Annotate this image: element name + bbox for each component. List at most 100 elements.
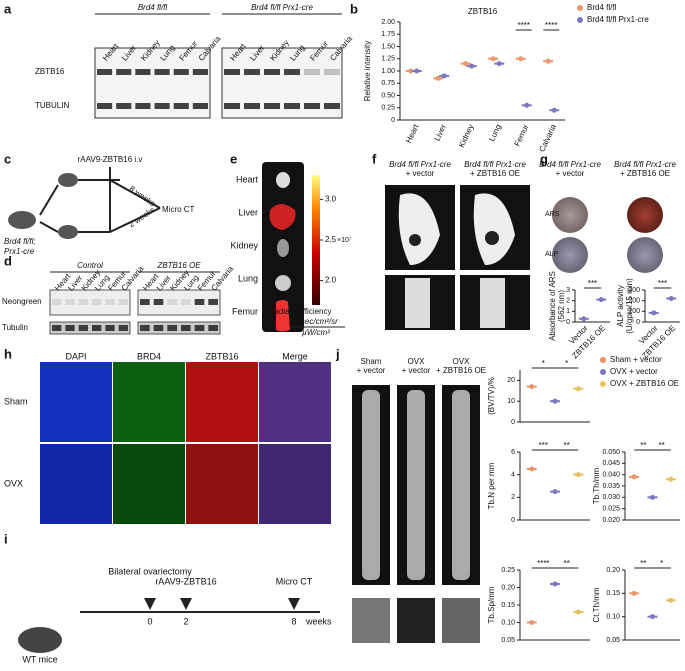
label: 2 (183, 616, 188, 626)
y-axis-label: ALP activity (616, 285, 625, 327)
band (97, 69, 113, 75)
label: Sham (361, 357, 382, 366)
label: 2 weeks (127, 205, 156, 229)
band (135, 69, 151, 75)
y-tick-label: 20 (507, 377, 515, 384)
column-label: Merge (282, 351, 308, 361)
y-tick-label: 0.10 (501, 619, 515, 626)
band (65, 325, 75, 331)
label: ×10⁷ (337, 237, 352, 244)
dot (469, 63, 475, 69)
legend-label: OVX + vector (610, 367, 658, 376)
label: + ZBTB16 OE (620, 169, 670, 178)
y-axis-label: Absorbance of ARS (548, 271, 557, 341)
band (208, 299, 218, 305)
y-tick-label: 0.20 (606, 567, 620, 574)
band (181, 325, 191, 331)
y-tick-label: 0 (636, 319, 640, 326)
timeline-marker (144, 598, 156, 610)
panel-letter: e (230, 151, 237, 166)
panel-letter: h (4, 346, 12, 361)
band (194, 325, 205, 331)
band (140, 299, 150, 305)
y-tick-label: 1.25 (381, 56, 395, 63)
y-axis-label: Tb.Sp/mm (487, 586, 496, 623)
band (135, 103, 151, 109)
y-tick-label: 1.50 (381, 43, 395, 50)
y-tick-label: 200 (628, 298, 640, 305)
y-tick-label: 0.040 (602, 472, 620, 479)
label: 8 weeks (128, 184, 157, 208)
y-axis-label: Relative intensity (363, 41, 372, 101)
band (153, 325, 164, 331)
label: OVX (408, 357, 426, 366)
label: weeks (305, 616, 332, 626)
label: Micro CT (162, 205, 195, 214)
dot (575, 472, 581, 478)
band (304, 103, 320, 109)
significance: *** (539, 441, 548, 450)
band (264, 103, 280, 109)
y-tick-label: 0.020 (602, 517, 620, 524)
label: Brd4 fl/fl Prx1-cre (539, 160, 601, 169)
y-tick-label: 2.00 (381, 19, 395, 26)
dot (496, 61, 502, 67)
band (173, 103, 189, 109)
organ-label: Kidney (230, 240, 258, 250)
label: Micro CT (276, 576, 313, 586)
significance: ** (640, 441, 646, 450)
y-axis-label: (U/gpro/15 min) (625, 278, 634, 334)
significance: **** (537, 559, 549, 568)
dot (631, 474, 637, 480)
label: WT mice (22, 654, 57, 664)
legend-label: Brd4 fl/fl Prx1-cre (587, 15, 649, 24)
dot (414, 68, 420, 74)
y-tick-label: 0.25 (381, 105, 395, 112)
group-label: Brd4 fl/fl (138, 3, 168, 12)
x-tick-label: Lung (487, 123, 503, 143)
panel-letter: b (350, 1, 358, 16)
band (192, 103, 208, 109)
y-axis-label: Tb.Th/mm (592, 467, 601, 504)
label: Radiant efficiency (269, 307, 332, 316)
y-tick-label: 0 (566, 319, 570, 326)
dot (650, 614, 655, 620)
band (224, 69, 240, 75)
panel-letter: g (540, 151, 548, 166)
y-tick-label: 0 (391, 117, 395, 124)
row-label: TUBULIN (35, 101, 69, 110)
dot (463, 61, 469, 67)
y-tick-label: 6 (511, 449, 515, 456)
band (116, 103, 132, 109)
band (304, 69, 320, 75)
y-tick-label: 10 (507, 398, 515, 405)
band (118, 299, 128, 305)
y-tick-label: 0.05 (501, 637, 515, 644)
colorbar-label: 3.0 (325, 194, 337, 203)
x-tick-label: Kidney (457, 123, 475, 149)
label: + ZBTB16 OE (470, 169, 520, 178)
significance: *** (588, 279, 597, 288)
legend-label: OVX + ZBTB16 OE (610, 379, 679, 388)
chart-title: ZBTB16 (468, 7, 498, 16)
y-tick-label: 0.025 (602, 506, 620, 513)
band (78, 299, 88, 305)
label: Brd4 fl/fl Prx1-cre (614, 160, 676, 169)
band (208, 325, 218, 331)
label: Bilateral ovariectomy (108, 566, 192, 576)
band (264, 69, 280, 75)
legend-marker (600, 369, 606, 375)
organ-label: Heart (236, 174, 259, 184)
label: rAAV9-ZBTB16 (155, 576, 216, 586)
significance: **** (518, 21, 530, 30)
y-axis-label: (BV/TV)/% (487, 377, 496, 415)
y-tick-label: 0.15 (501, 602, 515, 609)
band (105, 299, 115, 305)
y-tick-label: 2 (511, 494, 515, 501)
row-label: ZBTB16 (35, 67, 65, 76)
group-label: Control (77, 261, 103, 270)
y-tick-label: 300 (628, 287, 640, 294)
label: p/sec/cm²/sr (293, 317, 338, 326)
dot (441, 73, 447, 79)
